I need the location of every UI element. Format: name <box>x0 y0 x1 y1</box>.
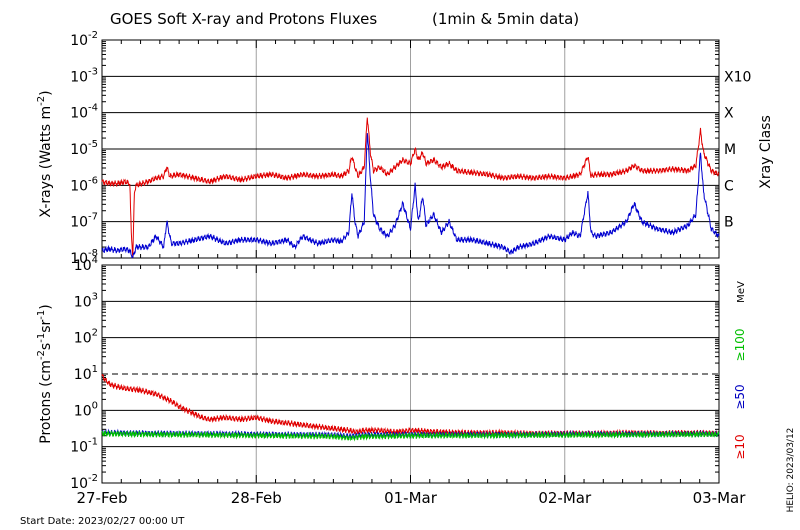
p100-label: ≥100 <box>733 329 747 362</box>
xray-series-line <box>101 133 720 259</box>
x-tick-label: 28-Feb <box>231 489 282 507</box>
xray-ylabel: X-rays (Watts m-2) <box>36 90 54 217</box>
x-tick-label: 27-Feb <box>76 489 127 507</box>
x-tick-label: 02-Mar <box>538 489 592 507</box>
xray-ytick-label: 10-2 <box>70 30 98 49</box>
xray-class-label: X10 <box>724 69 751 85</box>
proton-panel: 10-2 10-1 100 101 102 103 104 27-Feb 28-Feb 01-Ma… <box>70 255 746 507</box>
helio-credit: HELIO: 2023/03/12 <box>786 428 796 513</box>
p10-label: ≥10 <box>733 434 747 459</box>
start-date: Start Date: 2023/02/27 00:00 UT <box>20 516 185 527</box>
proton-ytick-label: 101 <box>74 364 98 383</box>
xray-ytick-label: 10-7 <box>70 212 98 231</box>
xray-class-label: X <box>724 106 734 122</box>
p50-label: ≥50 <box>733 384 747 409</box>
xray-ytick-label: 10-3 <box>70 66 98 85</box>
xray-series-line <box>101 117 720 258</box>
x-tick-label: 01-Mar <box>384 489 438 507</box>
x-tick-label: 03-Mar <box>693 489 747 507</box>
proton-ylabel: Protons (cm-2s-1sr-1) <box>36 304 54 443</box>
proton-series-line <box>101 430 720 442</box>
xray-ytick-label: 10-6 <box>70 175 98 194</box>
xray-ytick-label: 10-5 <box>70 139 98 158</box>
proton-ytick-label: 10-2 <box>70 473 98 492</box>
chart-subtitle: (1min & 5min data) <box>432 10 579 28</box>
xray-panel: 10-8 10-7 10-6 10-5 10-4 10-3 10-2 B C M X X10 <box>70 30 751 267</box>
chart-title: GOES Soft X-ray and Protons Fluxes <box>110 10 377 28</box>
proton-ytick-label: 100 <box>74 400 98 419</box>
xray-ytick-label: 10-8 <box>70 248 98 267</box>
proton-ytick-label: 104 <box>74 255 98 274</box>
proton-ytick-label: 102 <box>74 328 98 347</box>
mev-label: MeV <box>736 281 747 303</box>
xray-class-label: M <box>724 142 736 158</box>
xray-class-title: Xray Class <box>758 115 774 189</box>
proton-ytick-label: 103 <box>74 291 98 310</box>
xray-class-label: C <box>724 178 734 194</box>
proton-ytick-label: 10-1 <box>70 437 98 456</box>
xray-class-label: B <box>724 215 734 231</box>
xray-ytick-label: 10-4 <box>70 103 98 122</box>
